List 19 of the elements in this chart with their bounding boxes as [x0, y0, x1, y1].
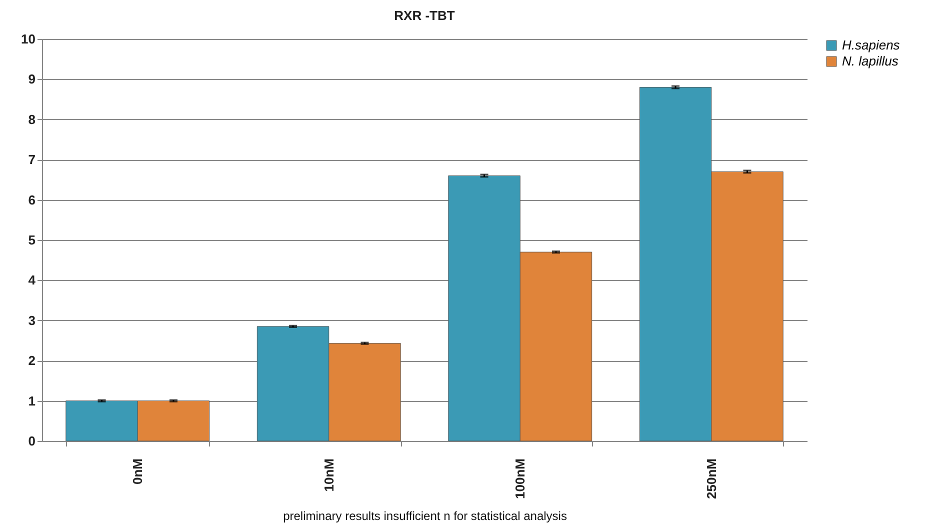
x-tick-label: 0nM	[130, 458, 146, 484]
y-tick-label: 0	[28, 434, 36, 448]
y-tick-label: 6	[28, 192, 36, 208]
legend-label: H.sapiens	[842, 38, 900, 52]
y-tick-label: 3	[28, 312, 36, 328]
y-tick-label: 9	[28, 72, 36, 87]
y-tick-label: 7	[28, 152, 36, 168]
y-tick-label: 4	[28, 272, 36, 288]
y-tick-label: 8	[28, 112, 36, 127]
chart-title: RXR -TBT	[394, 8, 455, 23]
x-tick-label: 250nM	[704, 458, 719, 499]
x-axis-title: preliminary results insufficient n for statistical analysis	[283, 508, 567, 523]
y-tick-label: 2	[28, 353, 36, 368]
x-tick-label: 100nM	[512, 458, 528, 499]
legend-label: N. lapillus	[842, 54, 899, 68]
y-tick-label: 10	[21, 32, 36, 46]
y-tick-label: 1	[28, 393, 36, 408]
x-tick-label: 10nM	[321, 458, 336, 492]
y-tick-label: 5	[28, 232, 36, 248]
